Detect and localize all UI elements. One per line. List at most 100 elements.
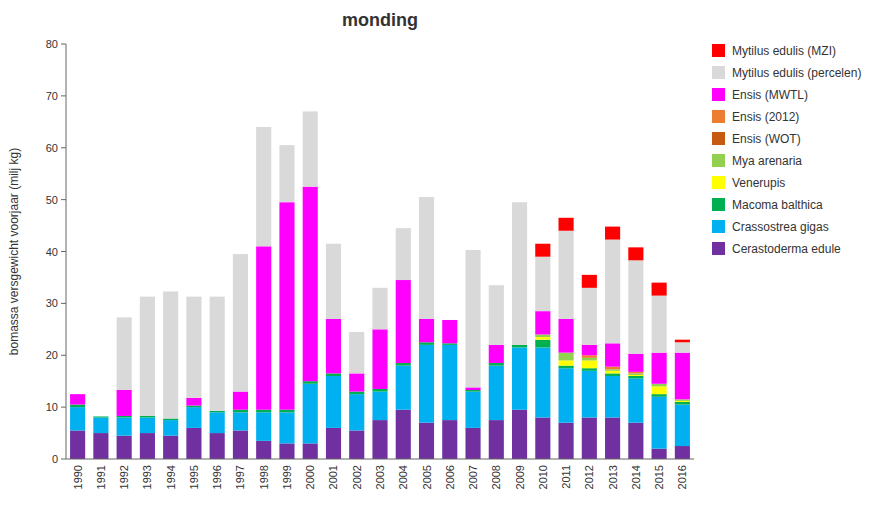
- bar-segment: [582, 275, 597, 288]
- bar-segment: [559, 360, 574, 365]
- bar-segment: [233, 392, 248, 410]
- x-tick-label: 1998: [258, 465, 270, 489]
- bar-segment: [326, 244, 341, 319]
- bar-segment: [70, 405, 85, 408]
- y-tick: [61, 355, 66, 356]
- x-tick-label: 2014: [630, 465, 642, 489]
- bar-segment: [419, 197, 434, 198]
- bar-segment: [675, 405, 690, 447]
- bar-segment: [512, 202, 527, 345]
- bar-segment: [140, 433, 155, 459]
- bar-segment: [442, 320, 457, 343]
- bar-segment: [279, 410, 294, 413]
- bar-segment: [652, 296, 667, 353]
- bar-segment: [186, 398, 201, 406]
- legend-swatch: [712, 88, 725, 101]
- bar-segment: [93, 433, 108, 459]
- legend-swatch: [712, 66, 725, 79]
- bar-segment: [117, 436, 132, 459]
- x-tick-label: 2002: [351, 465, 363, 489]
- bar-segment: [465, 390, 480, 392]
- bar-segment: [489, 285, 504, 345]
- bar-segment: [675, 353, 690, 400]
- x-tick-label: 1997: [234, 465, 246, 489]
- bar-segment: [210, 412, 225, 433]
- bar-segment: [256, 412, 271, 441]
- bar-segment: [582, 371, 597, 418]
- bar-segment: [256, 410, 271, 413]
- bar-segment: [582, 358, 597, 361]
- bar-segment: [326, 376, 341, 428]
- bar-segment: [512, 202, 527, 203]
- bar-segment: [582, 355, 597, 358]
- bar-segment: [605, 369, 620, 371]
- bar-segment: [326, 319, 341, 373]
- y-tick: [61, 459, 66, 460]
- chart: mondingbomassa versgewicht voorjaar (mil…: [0, 0, 894, 509]
- bar-segment: [535, 335, 550, 338]
- legend-label: Mytilus edulis (percelen): [732, 66, 861, 80]
- x-tick-label: 1990: [72, 465, 84, 489]
- bar-segment: [186, 297, 201, 398]
- bar-segment: [233, 412, 248, 430]
- bar-segment: [233, 254, 248, 391]
- bar-segment: [349, 430, 364, 459]
- bar-segment: [349, 331, 364, 332]
- bar-segment: [326, 428, 341, 459]
- bar-segment: [675, 342, 690, 352]
- bar-segment: [93, 416, 108, 417]
- bar-segment: [512, 410, 527, 459]
- legend-swatch: [712, 198, 725, 211]
- bar-segment: [326, 243, 341, 244]
- bar-segment: [628, 247, 643, 260]
- bar-segment: [419, 197, 434, 319]
- bar-segment: [303, 384, 318, 444]
- y-tick-label: 50: [46, 194, 58, 206]
- bar-segment: [303, 111, 318, 186]
- x-tick-label: 1999: [281, 465, 293, 489]
- y-tick-label: 10: [46, 401, 58, 413]
- bar-segment: [628, 376, 643, 379]
- bar-segment: [303, 443, 318, 459]
- bar-segment: [675, 399, 690, 401]
- x-tick-label: 2015: [653, 465, 665, 489]
- bar-segment: [279, 202, 294, 410]
- x-tick-label: 2007: [467, 465, 479, 489]
- bar-segment: [163, 420, 178, 436]
- y-tick: [61, 147, 66, 148]
- bar-segment: [349, 332, 364, 374]
- bar-segment: [628, 354, 643, 372]
- bar-segment: [489, 366, 504, 420]
- bar-segment: [675, 402, 690, 405]
- y-tick: [61, 407, 66, 408]
- bar-segment: [93, 416, 108, 417]
- bar-segment: [535, 347, 550, 417]
- bar-segment: [489, 345, 504, 363]
- bar-segment: [396, 280, 411, 363]
- bar-segment: [349, 392, 364, 395]
- bar-segment: [419, 423, 434, 459]
- bar-segment: [628, 373, 643, 375]
- bar-segment: [465, 249, 480, 250]
- bar-segment: [349, 394, 364, 430]
- y-axis: 01020304050607080: [46, 38, 66, 465]
- series: [535, 335, 690, 401]
- series: [117, 111, 690, 418]
- bar-segment: [559, 353, 574, 361]
- bar-segment: [163, 436, 178, 459]
- bar-segment: [512, 345, 527, 348]
- legend-label: Ensis (MWTL): [732, 88, 808, 102]
- bar-segment: [93, 418, 108, 434]
- bar-segment: [303, 187, 318, 382]
- bar-segment: [535, 244, 550, 257]
- x-tick-label: 2003: [374, 465, 386, 489]
- bar-segment: [256, 127, 271, 128]
- series: [535, 337, 690, 402]
- bar-segment: [396, 410, 411, 459]
- x-tick-label: 2013: [607, 465, 619, 489]
- legend-label: Mytilus edulis (MZI): [732, 44, 836, 58]
- bar-segment: [559, 231, 574, 319]
- bar-segment: [652, 386, 667, 394]
- legend-label: Mya arenaria: [732, 154, 802, 168]
- bar-segment: [279, 145, 294, 202]
